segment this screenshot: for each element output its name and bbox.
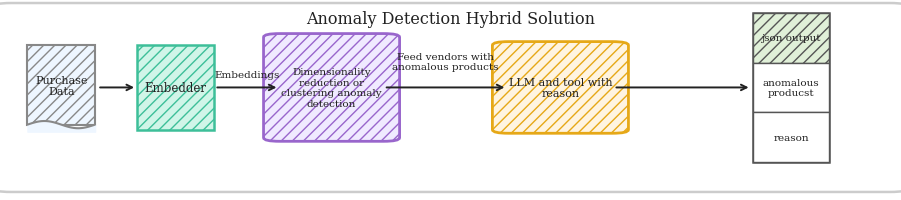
FancyBboxPatch shape bbox=[492, 42, 629, 134]
FancyBboxPatch shape bbox=[753, 14, 829, 63]
Text: Feed vendors with
anomalous products: Feed vendors with anomalous products bbox=[392, 53, 499, 72]
FancyBboxPatch shape bbox=[0, 4, 901, 192]
FancyBboxPatch shape bbox=[753, 113, 829, 162]
Text: LLM and tool with
reason: LLM and tool with reason bbox=[508, 77, 613, 99]
FancyBboxPatch shape bbox=[28, 46, 96, 125]
Text: reason: reason bbox=[773, 133, 809, 142]
Text: json output: json output bbox=[761, 34, 821, 43]
FancyBboxPatch shape bbox=[753, 14, 829, 162]
Text: Embeddings: Embeddings bbox=[214, 71, 279, 80]
FancyBboxPatch shape bbox=[263, 34, 400, 142]
Text: Embedder: Embedder bbox=[145, 82, 206, 94]
FancyBboxPatch shape bbox=[137, 46, 214, 130]
Text: anomalous
producst: anomalous producst bbox=[763, 78, 819, 98]
Text: Purchase
Data: Purchase Data bbox=[35, 75, 87, 97]
Text: Anomaly Detection Hybrid Solution: Anomaly Detection Hybrid Solution bbox=[306, 11, 595, 27]
Text: Dimensionality
reduction or
clustering anomaly
detection: Dimensionality reduction or clustering a… bbox=[281, 68, 382, 108]
FancyBboxPatch shape bbox=[753, 63, 829, 113]
